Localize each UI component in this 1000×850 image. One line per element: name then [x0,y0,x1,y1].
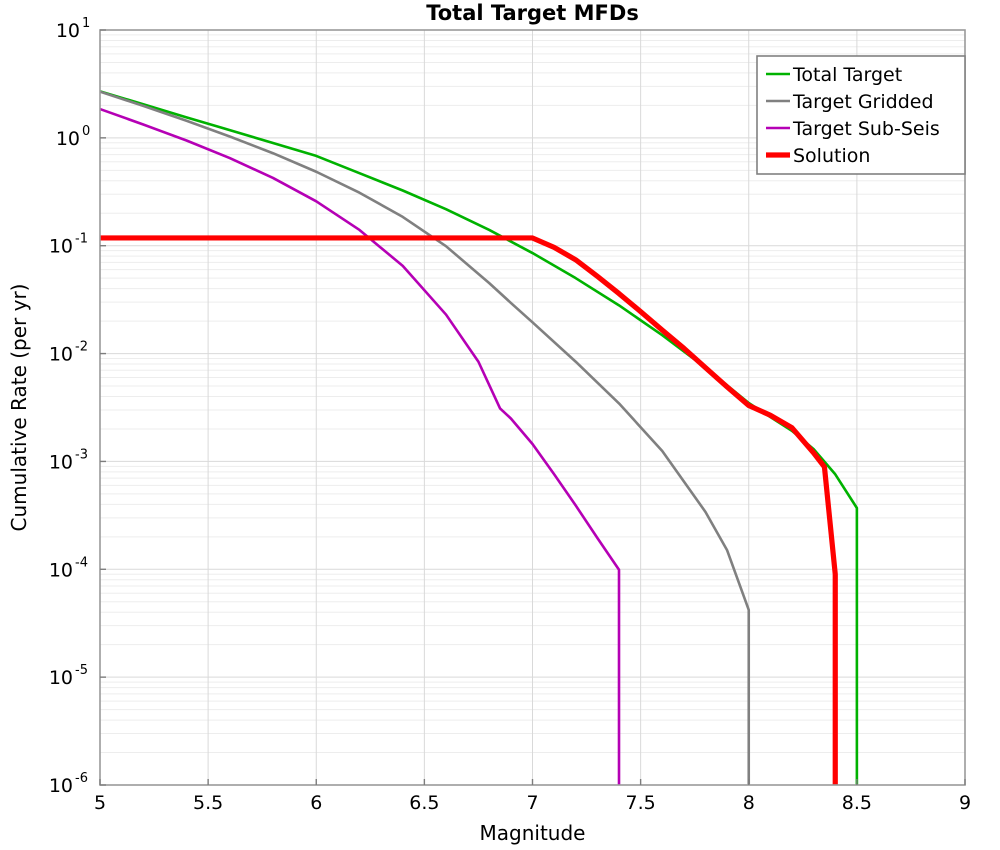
y-tick-label-exponent: -1 [75,232,88,247]
x-tick-label: 6.5 [409,792,439,814]
y-tick-label-exponent: 0 [82,124,90,139]
legend-label-total-target[interactable]: Total Target [792,64,902,86]
legend-box [756,55,966,175]
page-title: Total Target MFDs [426,1,639,25]
x-tick-label: 7 [526,792,538,814]
x-tick-label: 8.5 [842,792,872,814]
y-axis-label: Cumulative Rate (per yr) [7,284,31,532]
y-tick-label-base: 10 [49,236,73,258]
y-tick-label-exponent: -5 [75,663,88,678]
y-tick-label-base: 10 [49,344,73,366]
series-line-target-gridded [100,90,751,785]
series-line-solution [100,235,838,785]
y-tick-label-exponent: -4 [75,555,88,570]
legend-label-target-sub-seis[interactable]: Target Sub-Seis [792,118,940,140]
y-tick-label-exponent: -2 [75,340,88,355]
y-tick-label-base: 10 [49,667,73,689]
y-tick-label-exponent: -3 [75,447,88,462]
x-axis-label: Magnitude [480,821,586,845]
y-tick-label-base: 10 [49,559,73,581]
x-tick-label: 8 [743,792,755,814]
legend-label-solution[interactable]: Solution [793,145,870,167]
x-tick-label: 5.5 [193,792,223,814]
y-tick-label-base: 10 [49,451,73,473]
y-tick-label-exponent: 1 [82,16,90,31]
x-tick-label: 9 [959,792,971,814]
data-series-group [100,90,859,785]
x-tick-label: 7.5 [626,792,656,814]
major-gridlines [99,29,966,786]
y-tick-label-exponent: -6 [75,771,88,786]
legend-label-target-gridded[interactable]: Target Gridded [792,91,934,113]
y-tick-label-base: 10 [56,128,80,150]
x-axis-ticks: 5 5.5 6 6.5 7 7.5 8 8.5 9 [94,779,971,814]
chart-legend[interactable]: Total Target Target Gridded Target Sub-Sei… [756,55,966,175]
x-tick-label: 6 [310,792,322,814]
x-tick-label: 5 [94,792,106,814]
series-line-target-sub-seis [100,107,621,785]
y-tick-label-base: 10 [56,20,80,42]
y-tick-label-base: 10 [49,775,73,797]
